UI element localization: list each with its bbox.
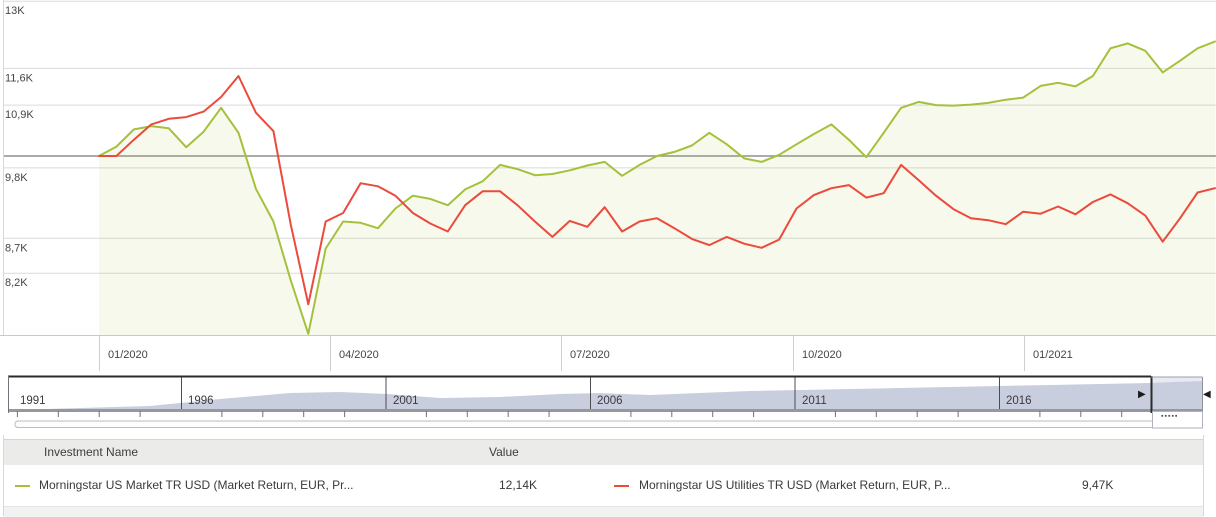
slider-year-label: 2016 (1006, 395, 1032, 407)
legend-row: Morningstar US Market TR USD (Market Ret… (4, 465, 1203, 506)
selection-end-arrow-icon[interactable]: ▶ (1138, 389, 1146, 400)
x-axis-label: 10/2020 (802, 349, 842, 361)
scroll-left-arrow-icon[interactable]: ◀ (1203, 389, 1211, 400)
legend-table-footer (4, 506, 1203, 517)
series-line (98, 40, 1216, 335)
y-axis-label: 10,9K (5, 109, 34, 121)
y-axis-label: 8,2K (5, 277, 28, 289)
investment-name-market: Morningstar US Market TR USD (Market Ret… (39, 478, 354, 492)
slider-grip-icon[interactable]: ▪▪▪▪▪ (1161, 413, 1179, 420)
y-axis-label: 13K (5, 5, 25, 17)
y-axis-label: 8,7K (5, 242, 28, 254)
y-axis-label: 9,8K (5, 172, 28, 184)
x-axis-label: 01/2020 (108, 349, 148, 361)
slider-year-label: 1991 (20, 395, 46, 407)
slider-scrollbar[interactable] (14, 420, 1203, 428)
series-line (98, 75, 1216, 306)
investment-name-utilities: Morningstar US Utilities TR USD (Market … (639, 478, 951, 492)
slider-area-profile (12, 381, 1203, 412)
series-area (99, 41, 1215, 335)
slider-grip-box[interactable] (1152, 411, 1203, 429)
x-axis-label: 04/2020 (339, 349, 379, 361)
slider-year-label: 2011 (802, 395, 827, 407)
investment-value-utilities: 9,47K (1082, 478, 1114, 492)
y-axis-label: 11,6K (5, 72, 34, 84)
slider-year-label: 2006 (597, 395, 623, 407)
series-swatch-market (15, 485, 30, 487)
period-slider[interactable]: 1991 1996 2001 2006 2011 2016 (0, 375, 1216, 435)
header-investment-name: Investment Name (44, 445, 139, 459)
x-axis-label: 01/2021 (1033, 349, 1073, 361)
slider-year-label: 2001 (393, 395, 419, 407)
header-value: Value (489, 445, 519, 459)
series-swatch-utilities (614, 485, 629, 487)
legend-table: Investment Name Value Morningstar US Mar… (3, 435, 1204, 517)
x-axis-label: 07/2020 (570, 349, 610, 361)
slider-year-label: 1996 (188, 395, 214, 407)
investment-value-market: 12,14K (499, 478, 538, 492)
legend-table-header: Investment Name Value (4, 439, 1203, 466)
growth-chart[interactable]: 13K 11,6K 10,9K 9,8K 8,7K 8,2K 01/2020 04/2020 0… (0, 0, 1216, 375)
